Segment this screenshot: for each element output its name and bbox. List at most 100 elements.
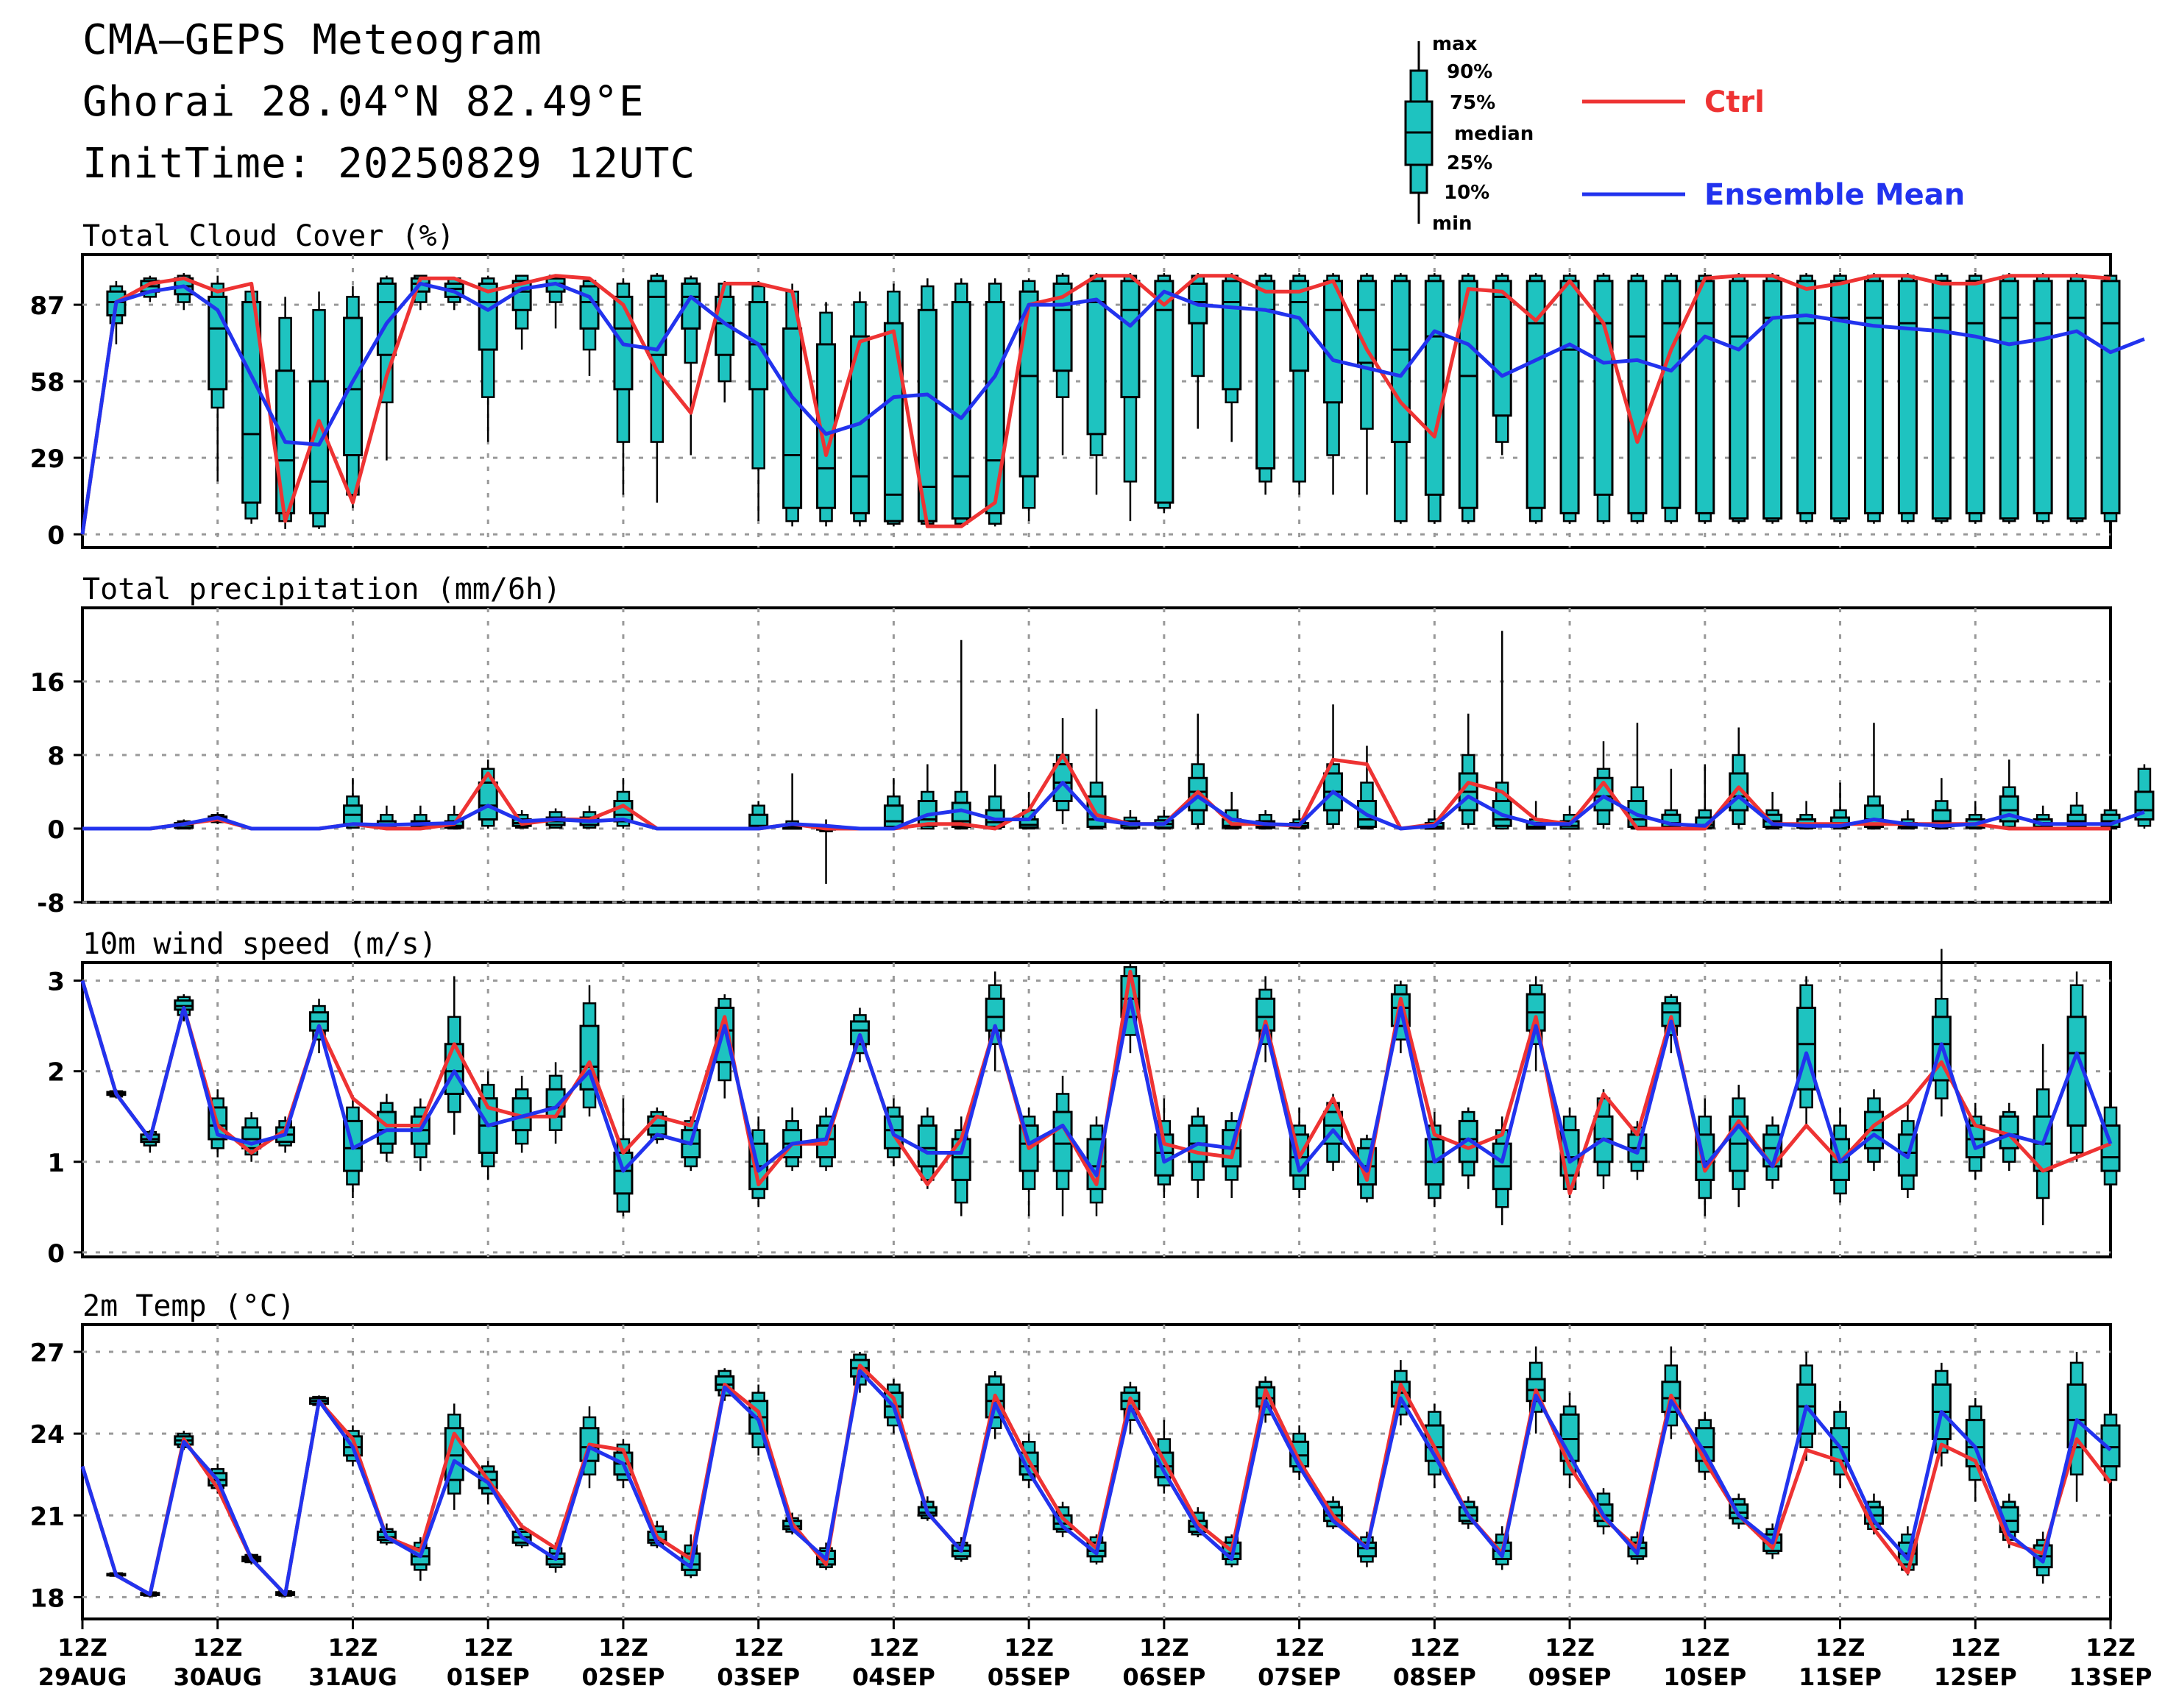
ensemble-box xyxy=(1695,273,1715,524)
x-tick-date: 04SEP xyxy=(852,1663,935,1691)
ensemble-box xyxy=(1796,273,1817,524)
ensemble-box xyxy=(1931,273,1952,524)
x-tick-date: 11SEP xyxy=(1799,1663,1882,1691)
chart-title: CMA—GEPS Meteogram xyxy=(82,16,542,64)
box-inner-25-75 xyxy=(1559,280,1580,514)
ensemble-box xyxy=(1762,1116,1783,1189)
ensemble-box xyxy=(1863,273,1884,524)
x-tick-hour: 12Z xyxy=(1815,1634,1865,1662)
y-tick-label: 3 xyxy=(47,968,65,997)
ensemble-box xyxy=(2033,1043,2053,1225)
box-inner-25-75 xyxy=(748,301,769,391)
ensemble-box xyxy=(1593,273,1614,524)
x-tick-date: 09SEP xyxy=(1528,1663,1612,1691)
ensemble-box xyxy=(478,1071,498,1180)
legend-ctrl-label: Ctrl xyxy=(1704,85,1765,119)
y-tick-label: 0 xyxy=(47,521,65,550)
box-inner-25-75 xyxy=(1390,280,1411,444)
y-tick-label: -8 xyxy=(37,889,65,918)
box-inner-25-75 xyxy=(2066,1383,2087,1449)
ensemble-box xyxy=(1830,273,1851,524)
ensemble-box xyxy=(1188,713,1208,829)
y-tick-label: 16 xyxy=(30,668,65,698)
legend-box-label: median xyxy=(1454,123,1534,145)
box-inner-25-75 xyxy=(951,301,971,520)
ensemble-box xyxy=(1965,1398,1985,1502)
x-tick-hour: 12Z xyxy=(598,1634,648,1662)
box-inner-25-75 xyxy=(1762,280,1783,520)
ensemble-box xyxy=(849,291,870,527)
legend-box-label: 10% xyxy=(1444,182,1489,204)
box-inner-25-75 xyxy=(1492,280,1512,417)
y-tick-label: 0 xyxy=(47,815,65,845)
ensemble-box xyxy=(1222,273,1242,442)
ensemble-box xyxy=(1120,273,1141,522)
ensemble-box xyxy=(1492,1116,1512,1225)
box-inner-25-75 xyxy=(1222,280,1242,391)
box-inner-25-75 xyxy=(1863,280,1884,514)
ensemble-box xyxy=(241,283,262,524)
box-inner-25-75 xyxy=(1999,280,2019,520)
ensemble-box xyxy=(1830,782,1851,830)
legend-box-label: 90% xyxy=(1447,61,1492,83)
x-tick-date: 01SEP xyxy=(447,1663,530,1691)
box-inner-25-75 xyxy=(647,280,667,356)
panel-1: Total Cloud Cover (%) 0 29 58 87 xyxy=(30,219,2145,550)
box-inner-25-75 xyxy=(917,1124,938,1168)
ensemble-box xyxy=(2134,764,2155,829)
ensemble-box xyxy=(748,801,769,830)
x-axis: 12Z29AUG12Z30AUG12Z31AUG12Z01SEP12Z02SEP… xyxy=(38,1619,2152,1691)
ensemble-box xyxy=(1289,273,1310,495)
box-inner-25-75 xyxy=(1897,280,1918,514)
legend: max 90% 75% median 25% 10% min Ctrl Ensemble Mea… xyxy=(1404,33,1965,235)
box-inner-25-75 xyxy=(1424,280,1445,496)
y-tick-label: 27 xyxy=(30,1339,65,1368)
y-tick-label: 58 xyxy=(30,368,65,397)
ensemble-box xyxy=(883,778,904,830)
ensemble-box xyxy=(1188,273,1208,429)
ensemble-box xyxy=(1154,273,1174,514)
ensemble-box xyxy=(241,1112,262,1162)
ensemble-box xyxy=(1424,273,1445,524)
ensemble-box xyxy=(1627,273,1648,524)
box-inner-25-75 xyxy=(1931,280,1952,520)
x-tick-hour: 12Z xyxy=(57,1634,107,1662)
legend-mean-label: Ensemble Mean xyxy=(1704,178,1965,212)
panel-2: Total precipitation (mm/6h) -8 0 8 16 xyxy=(30,573,2155,918)
ensemble-box xyxy=(579,985,600,1117)
x-tick-date: 02SEP xyxy=(581,1663,665,1691)
box-inner-25-75 xyxy=(376,282,397,356)
ensemble-box xyxy=(613,278,634,495)
init-time-label: InitTime: 20250829 12UTC xyxy=(82,140,696,188)
box-inner-25-75 xyxy=(951,801,971,828)
y-tick-label: 24 xyxy=(30,1420,65,1450)
ensemble-mean-line xyxy=(82,781,2145,831)
x-tick-date: 03SEP xyxy=(717,1663,800,1691)
ensemble-box xyxy=(1897,273,1918,524)
box-inner-25-75 xyxy=(1052,1110,1073,1172)
ensemble-box xyxy=(342,286,363,508)
x-tick-hour: 12Z xyxy=(463,1634,513,1662)
x-tick-hour: 12Z xyxy=(328,1634,378,1662)
ensemble-box xyxy=(1492,273,1512,456)
ensemble-box xyxy=(1018,278,1039,522)
ensemble-box xyxy=(985,278,1005,527)
box-inner-25-75 xyxy=(1695,280,1715,514)
ensemble-box xyxy=(1661,768,1682,830)
ensemble-box xyxy=(1729,1493,1749,1529)
x-tick-date: 30AUG xyxy=(173,1663,262,1691)
ensemble-box xyxy=(1289,1425,1310,1481)
box-inner-25-75 xyxy=(1086,280,1107,436)
ensemble-box xyxy=(1729,273,1749,524)
x-tick-hour: 12Z xyxy=(2086,1634,2136,1662)
legend-box-label: max xyxy=(1432,33,1478,55)
ensemble-box xyxy=(342,778,363,829)
box-inner-25-75 xyxy=(1018,290,1039,478)
box-inner-25-75 xyxy=(1830,280,1851,520)
x-tick-date: 13SEP xyxy=(2069,1663,2152,1691)
ensemble-box xyxy=(883,283,904,527)
ensemble-box xyxy=(1323,704,1344,829)
box-inner-25-75 xyxy=(2100,280,2121,514)
box-inner-25-75 xyxy=(342,316,363,457)
